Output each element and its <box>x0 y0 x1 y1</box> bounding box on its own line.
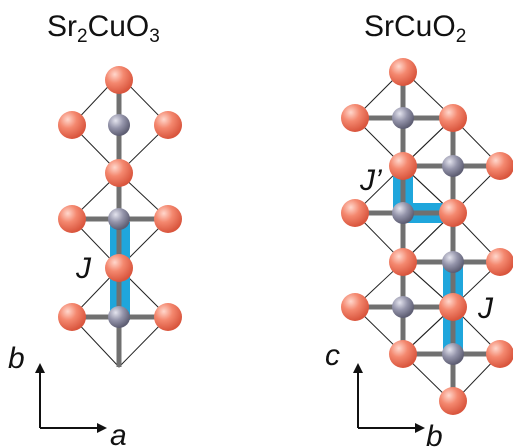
cu-o-chain-bonds-right <box>355 70 500 403</box>
oxygen-atoms-right <box>341 58 513 415</box>
axis-label-a: a <box>110 419 127 447</box>
sr2cuo3-chain-structure: J <box>58 66 182 368</box>
axis-label-c: c <box>325 339 340 372</box>
srcuo2-ladder-structure: J’ J <box>341 58 513 415</box>
axis-label-b-right: b <box>426 420 443 447</box>
copper-atoms-left <box>108 114 130 328</box>
axis-label-b-left: b <box>8 342 25 375</box>
label-j-left: J <box>75 252 92 285</box>
label-j-right: J <box>477 292 494 325</box>
oxygen-atoms-left <box>58 66 182 331</box>
axes-right: c b <box>325 339 443 447</box>
label-j-prime: J’ <box>359 164 383 197</box>
axes-left: b a <box>8 342 127 447</box>
copper-atoms-right <box>392 107 464 365</box>
title-sr2cuo3: Sr2CuO3 <box>47 10 160 47</box>
title-srcuo2: SrCuO2 <box>364 10 466 47</box>
